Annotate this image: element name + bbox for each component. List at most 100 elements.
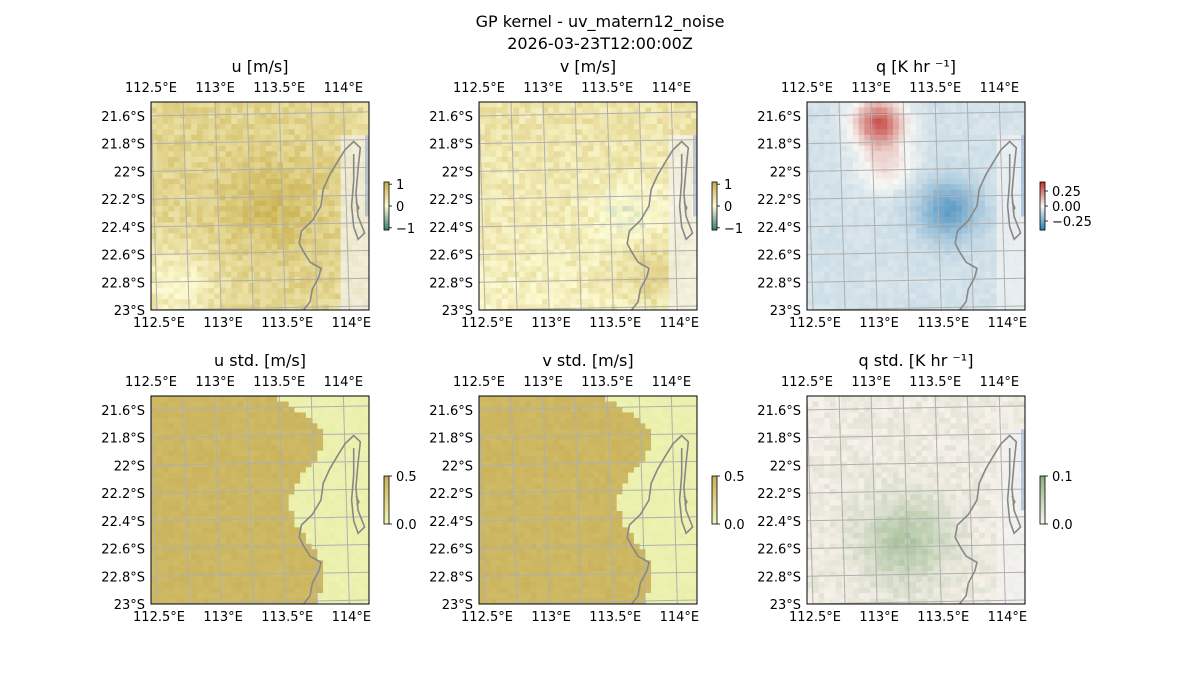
heat-cell bbox=[662, 118, 669, 125]
heat-cell bbox=[818, 173, 825, 179]
y-tick-label: 22.6°S bbox=[101, 249, 145, 264]
y-tick-label: 21.6°S bbox=[101, 110, 145, 125]
heat-cell bbox=[168, 178, 175, 185]
heat-cell bbox=[168, 554, 175, 561]
heat-cell bbox=[990, 134, 997, 141]
heat-cell bbox=[490, 178, 497, 185]
heat-cell bbox=[334, 184, 341, 190]
heat-cell bbox=[875, 282, 882, 289]
heat-cell bbox=[196, 467, 203, 473]
heat-cell bbox=[938, 233, 945, 240]
heat-cell bbox=[363, 134, 369, 141]
heat-cell bbox=[858, 134, 865, 141]
heat-cell bbox=[921, 255, 928, 262]
heat-cell bbox=[282, 129, 289, 136]
heat-cell bbox=[513, 304, 520, 310]
heat-cell bbox=[893, 118, 900, 125]
heat-cell bbox=[162, 189, 169, 196]
heat-cell bbox=[967, 266, 974, 272]
heat-cell bbox=[893, 304, 900, 310]
heat-cell bbox=[829, 151, 836, 158]
heat-cell bbox=[179, 288, 186, 294]
y-tick-label: 22.8°S bbox=[429, 276, 473, 291]
heat-cell bbox=[305, 145, 312, 152]
heat-cell bbox=[323, 282, 330, 289]
heat-cell bbox=[685, 260, 692, 267]
heat-cell bbox=[151, 396, 158, 402]
heat-cell bbox=[254, 255, 261, 262]
heat-cell bbox=[547, 184, 554, 190]
heat-cell bbox=[893, 178, 900, 185]
heat-cell bbox=[824, 134, 831, 141]
x-tick-label-top: 113.5°E bbox=[253, 81, 305, 96]
heat-cell bbox=[593, 129, 600, 136]
heat-cell bbox=[950, 211, 957, 218]
heat-cell bbox=[340, 288, 347, 294]
heat-cell bbox=[979, 255, 986, 262]
heat-cell bbox=[305, 233, 312, 240]
heat-cell bbox=[490, 200, 497, 207]
heat-cell bbox=[271, 222, 278, 229]
heat-cell bbox=[237, 102, 244, 108]
heat-cell bbox=[616, 140, 623, 147]
heat-cell bbox=[921, 266, 928, 272]
heat-cell bbox=[984, 151, 991, 158]
heat-cell bbox=[162, 417, 169, 424]
heat-cell bbox=[904, 184, 911, 190]
heat-cell bbox=[351, 112, 358, 119]
heat-cell bbox=[1019, 107, 1025, 114]
heat-cell bbox=[674, 271, 681, 278]
heat-cell bbox=[818, 206, 825, 212]
heat-cell bbox=[168, 576, 175, 583]
heat-cell bbox=[685, 134, 692, 141]
heat-cell bbox=[323, 140, 330, 147]
heat-cell bbox=[829, 189, 836, 196]
heat-cell bbox=[610, 118, 617, 125]
heat-cell bbox=[984, 102, 991, 108]
meridian-line bbox=[638, 102, 646, 310]
heat-cell bbox=[570, 195, 577, 201]
heat-cell bbox=[277, 249, 284, 256]
heat-cell bbox=[645, 129, 652, 136]
heat-cell bbox=[536, 282, 543, 289]
heat-cell bbox=[916, 118, 923, 125]
heat-cell bbox=[605, 195, 612, 201]
heat-cell bbox=[277, 200, 284, 207]
heat-cell bbox=[984, 249, 991, 256]
heat-cell bbox=[639, 195, 646, 201]
heat-cell bbox=[553, 102, 560, 108]
heat-cell bbox=[933, 260, 940, 267]
x-tick-label-bottom: 113°E bbox=[203, 316, 243, 331]
heat-cell bbox=[973, 195, 980, 201]
heat-cell bbox=[858, 255, 865, 262]
heat-cell bbox=[519, 288, 526, 294]
heat-cell bbox=[547, 145, 554, 152]
heat-cell bbox=[196, 401, 203, 408]
heat-cell bbox=[179, 222, 186, 229]
heat-cell bbox=[496, 151, 503, 158]
heat-cell bbox=[841, 244, 848, 251]
heat-cell bbox=[956, 129, 963, 136]
heat-cell bbox=[679, 277, 686, 283]
heat-cell bbox=[593, 156, 600, 163]
heat-cell bbox=[616, 129, 623, 136]
heat-cell bbox=[173, 200, 180, 207]
heat-cell bbox=[893, 277, 900, 283]
heat-cell bbox=[277, 167, 284, 174]
heat-cell bbox=[340, 222, 347, 229]
heat-cell bbox=[864, 299, 871, 305]
heat-cell bbox=[542, 123, 549, 130]
heat-cell bbox=[973, 162, 980, 168]
heat-cell bbox=[852, 156, 859, 163]
heat-cell bbox=[984, 189, 991, 196]
heat-cell bbox=[282, 162, 289, 168]
heat-cell bbox=[565, 304, 572, 310]
heat-cell bbox=[479, 255, 486, 262]
heat-cell bbox=[1007, 189, 1014, 196]
heat-cell bbox=[818, 299, 825, 305]
heat-cell bbox=[219, 227, 226, 234]
heat-cell bbox=[248, 102, 255, 108]
heat-cell bbox=[938, 266, 945, 272]
heat-cell bbox=[633, 277, 640, 283]
heat-cell bbox=[852, 222, 859, 229]
